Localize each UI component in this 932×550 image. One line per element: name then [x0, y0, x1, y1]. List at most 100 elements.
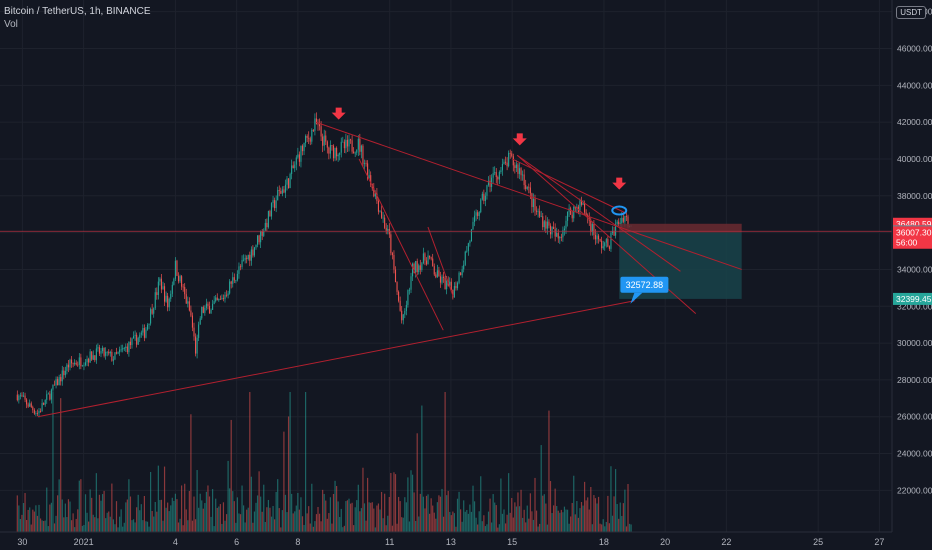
candle-body: [281, 189, 283, 194]
time-axis[interactable]: 30 2021 4 6 8 11 13 15 18 20 22 25 27: [0, 531, 892, 547]
down-arrow-icon: [512, 133, 527, 146]
volume-bar: [187, 520, 189, 532]
candle-body: [128, 341, 130, 353]
candle-body: [512, 156, 514, 166]
volume-bar: [170, 505, 172, 532]
candle-body: [522, 174, 524, 176]
candle-body: [201, 306, 203, 319]
volume-bar: [418, 516, 420, 532]
volume-bar: [221, 523, 223, 532]
volume-bar: [590, 486, 592, 532]
candle-body: [532, 198, 535, 208]
volume-bar: [168, 511, 170, 532]
volume-bar: [415, 520, 417, 532]
candle-body: [319, 124, 321, 127]
candle-body: [602, 246, 604, 249]
candle-body: [44, 399, 46, 405]
volume-bar: [267, 499, 270, 532]
candle-body: [179, 276, 181, 282]
volume-bar: [438, 495, 440, 532]
volume-bar: [491, 522, 493, 532]
candle-body: [36, 413, 39, 415]
price-axis[interactable]: 22000.00 24000.00 26000.00 28000.00 30000.00…: [891, 0, 932, 532]
volume-bar: [292, 513, 294, 532]
volume-bar: [176, 499, 178, 532]
candle-body: [83, 365, 85, 367]
candle-body: [559, 236, 561, 239]
volume-bar: [377, 503, 380, 532]
volume-bar: [213, 526, 215, 532]
volume-indicator-label[interactable]: Vol: [4, 19, 18, 30]
candle-body: [139, 334, 141, 338]
volume-bar: [393, 472, 395, 532]
candle-body: [21, 395, 23, 397]
candle-body: [239, 266, 242, 268]
volume-bar: [30, 524, 32, 532]
volume-bar: [596, 503, 598, 532]
candle-body: [154, 292, 156, 309]
volume-bar: [208, 496, 211, 532]
candle-body: [571, 214, 573, 219]
candle-body: [160, 278, 163, 290]
candle-body: [280, 190, 282, 194]
volume-bar: [571, 502, 573, 532]
candle-body: [370, 175, 372, 185]
volume-bar: [261, 511, 263, 532]
volume-bar: [115, 501, 118, 532]
drawings-layer[interactable]: 32572.88: [0, 107, 892, 418]
candle-body: [449, 281, 451, 286]
candle-body: [356, 149, 358, 153]
candle-body: [486, 185, 488, 196]
volume-bar: [246, 509, 248, 532]
candle-body: [43, 403, 45, 405]
candle-body: [148, 323, 150, 325]
volume-bar: [136, 507, 138, 532]
volume-bar: [515, 506, 518, 532]
volume-bar: [235, 522, 237, 532]
volume-bar: [486, 524, 488, 532]
volume-bar: [263, 484, 265, 532]
candle-body: [429, 255, 431, 258]
price-tick-label: 28000.00: [897, 375, 932, 385]
candle-body: [131, 338, 133, 346]
volume-bar: [167, 502, 169, 532]
candle-body: [523, 174, 525, 186]
candle-body: [419, 265, 421, 270]
candle-body: [174, 260, 176, 279]
price-tick-label: 42000.00: [897, 117, 932, 127]
volume-bar: [55, 515, 57, 532]
candle-body: [272, 200, 274, 204]
volume-bar: [43, 521, 45, 532]
candle-body: [208, 306, 211, 314]
candle-body: [396, 282, 398, 292]
volume-bar: [165, 507, 167, 532]
candle-body: [16, 394, 18, 401]
volume-bar: [528, 518, 530, 532]
candle-body: [191, 315, 194, 328]
volume-bar: [325, 500, 327, 532]
currency-button[interactable]: USDT: [896, 6, 926, 19]
candle-body: [619, 223, 621, 225]
candle-body: [181, 276, 183, 287]
candle-body: [47, 393, 49, 395]
candle-body: [64, 370, 66, 376]
candle-body: [205, 303, 207, 308]
volume-bar: [201, 500, 203, 532]
volume-bar: [70, 520, 73, 532]
candle-body: [416, 261, 418, 272]
volume-bar: [348, 498, 350, 532]
symbol-title[interactable]: Bitcoin / TetherUS, 1h, BINANCE: [4, 6, 151, 17]
volume-bar: [224, 520, 226, 532]
candle-body: [337, 154, 339, 157]
volume-bar: [295, 505, 297, 532]
volume-bar: [179, 518, 181, 532]
volume-bar: [627, 484, 629, 532]
volume-bar: [480, 476, 482, 532]
candle-body: [367, 163, 369, 179]
candle-body: [145, 329, 147, 338]
volume-bar: [177, 522, 180, 532]
volume-bar: [131, 520, 133, 532]
candle-body: [284, 184, 287, 193]
volume-bar: [94, 517, 96, 532]
